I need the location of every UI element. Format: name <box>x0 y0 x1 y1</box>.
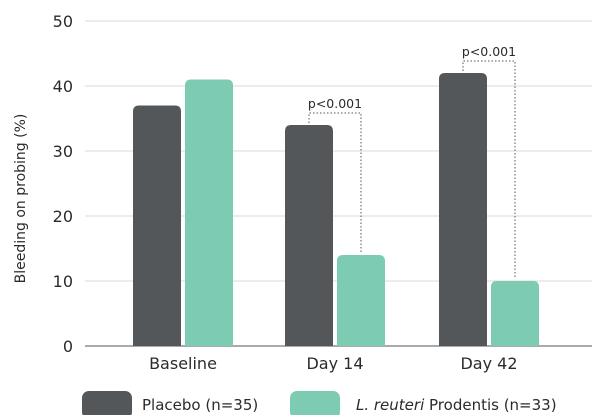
y-tick-label-0: 0 <box>63 337 73 356</box>
legend-label-reuteri: L. reuteri Prodentis (n=33) <box>356 396 557 414</box>
bar-day-14-series-0 <box>285 125 333 346</box>
y-tick-label-20: 20 <box>53 207 73 226</box>
y-tick-label-50: 50 <box>53 12 73 31</box>
legend: Placebo (n=35) L. reuteri Prodentis (n=3… <box>82 391 557 415</box>
bar-day-42-series-0 <box>439 73 487 346</box>
x-axis-categories: Baseline Day 14 Day 42 <box>149 354 517 373</box>
p-value-label: p<0.001 <box>308 96 362 111</box>
x-category-label: Day 14 <box>306 354 363 373</box>
bars <box>133 73 539 346</box>
bar-baseline-series-0 <box>133 105 181 346</box>
significance-annotations: p<0.001 p<0.001 <box>308 44 516 279</box>
bar-baseline-series-1 <box>185 79 233 346</box>
y-tick-label-10: 10 <box>53 272 73 291</box>
significance-bracket <box>308 112 362 253</box>
legend-swatch-reuteri <box>290 391 340 415</box>
legend-label-placebo: Placebo (n=35) <box>142 396 258 414</box>
significance-bracket <box>462 60 516 279</box>
y-axis-ticks: 0 10 20 30 40 50 <box>53 12 73 356</box>
y-tick-label-30: 30 <box>53 142 73 161</box>
y-tick-label-40: 40 <box>53 77 73 96</box>
x-category-label: Baseline <box>149 354 217 373</box>
p-value-label: p<0.001 <box>462 44 516 59</box>
bar-day-42-series-1 <box>491 281 539 346</box>
x-category-label: Day 42 <box>460 354 517 373</box>
legend-swatch-placebo <box>82 391 132 415</box>
legend-label-reuteri-italic: L. reuteri <box>356 396 425 414</box>
y-axis-label: Bleeding on probing (%) <box>13 114 29 284</box>
bar-day-14-series-1 <box>337 255 385 346</box>
legend-label-reuteri-rest: Prodentis (n=33) <box>424 396 556 414</box>
